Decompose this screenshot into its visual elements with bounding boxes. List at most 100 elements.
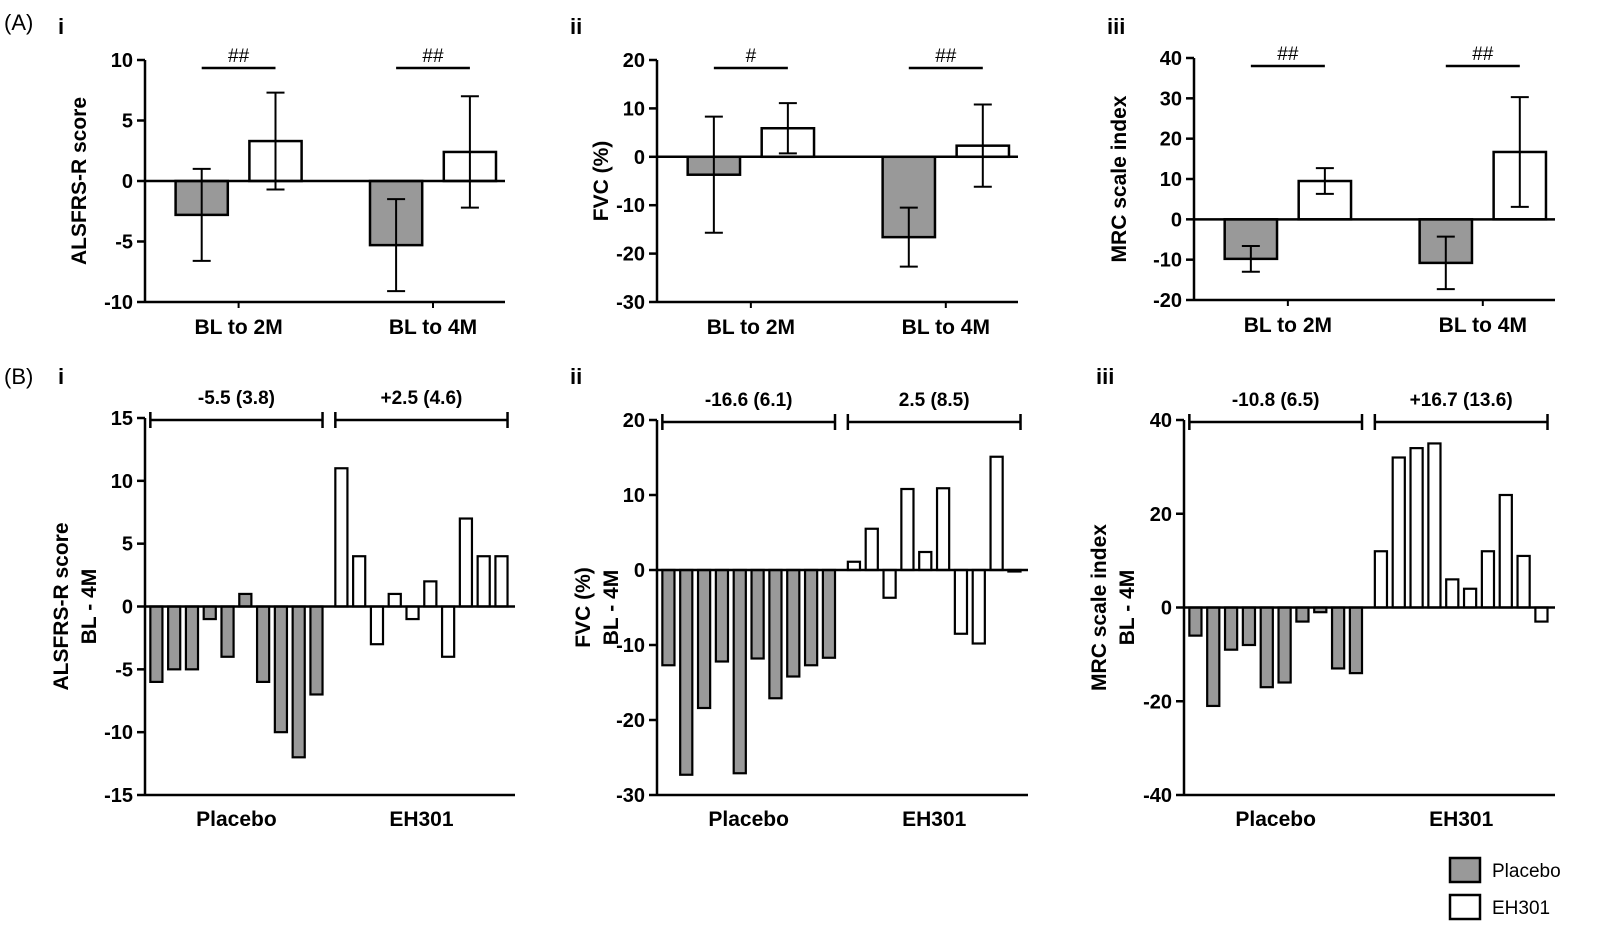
chart-b-i: i -15 -10 -5 0 5 10 15 ALSFRS-R score BL - 4M -5.5… (50, 364, 515, 831)
bar-placebo-patient (238, 592, 253, 608)
significance-marker: ## (228, 46, 250, 67)
bar-placebo-patient (255, 605, 271, 684)
y-tick-label: 0 (122, 597, 133, 619)
bar-eh301-patient (1498, 493, 1513, 609)
y-tick-label: -20 (1143, 691, 1172, 713)
y-tick-label: 20 (623, 50, 645, 72)
y-tick-label: -10 (1153, 250, 1182, 272)
bar-placebo-patient (732, 568, 747, 775)
bar-eh301-patient (352, 555, 367, 608)
bar-eh301-patient (387, 592, 402, 608)
bar-eh301-patient (971, 568, 986, 645)
y-tick-label: -20 (616, 244, 645, 266)
y-tick-label: 10 (111, 471, 133, 493)
bar-eh301-patient (458, 517, 474, 608)
y-tick-label: 5 (122, 534, 133, 556)
y-tick-label: 0 (1171, 209, 1182, 231)
y-tick-label: -20 (1153, 290, 1182, 312)
chart-b-iii: iii -40 -20 0 20 40 MRC scale index BL - 4M -10.… (1088, 364, 1555, 831)
bar-placebo-patient (220, 605, 235, 658)
chart-a-ii: ii -30 -20 -10 0 10 20 FVC (%) # BL to 2M ## BL to … (570, 14, 1018, 339)
legend-label-eh301: EH301 (1492, 898, 1550, 919)
bar-eh301-patient (882, 568, 897, 599)
y-tick-label: 40 (1150, 410, 1172, 432)
bar-eh301-patient (369, 605, 385, 646)
bar-eh301-patient (1480, 550, 1496, 609)
bar-eh301-patient (1409, 447, 1424, 609)
bar-placebo-patient (1295, 606, 1310, 623)
bar-placebo-patient (803, 568, 819, 667)
x-category-label: BL to 4M (1439, 314, 1527, 337)
bar-placebo-patient (679, 568, 694, 776)
bar-placebo-patient (273, 605, 289, 734)
y-tick-label: 10 (623, 485, 645, 507)
bar-placebo-patient (786, 568, 801, 678)
bar-eh301-patient (900, 487, 915, 572)
bar-placebo-patient (1206, 606, 1221, 708)
figure-label-a: (A) (4, 10, 33, 35)
y-tick-label: 0 (122, 171, 133, 193)
bar-eh301-patient (1534, 606, 1549, 623)
group-summary: +2.5 (4.6) (381, 388, 463, 409)
bar-placebo-patient (184, 605, 200, 671)
bar-placebo-patient (309, 605, 324, 696)
bar-eh301-patient (494, 555, 509, 608)
bar-placebo-patient (821, 568, 837, 659)
x-group-label: Placebo (1235, 808, 1316, 831)
panel-number: iii (1096, 364, 1114, 389)
y-tick-label: 20 (1160, 129, 1182, 151)
legend-swatch-placebo (1448, 856, 1482, 884)
bar-eh301-patient (405, 605, 420, 621)
bar-eh301-patient (440, 605, 456, 658)
bar-placebo-patient (696, 568, 712, 710)
group-summary: 2.5 (8.5) (899, 390, 970, 411)
bar-eh301-patient (1391, 456, 1406, 609)
bar-eh301-patient (423, 580, 438, 608)
bar-placebo-patient (1241, 606, 1257, 647)
y-tick-label: -20 (616, 710, 645, 732)
x-group-label: EH301 (902, 808, 967, 831)
y-tick-label: -5 (115, 232, 133, 254)
y-axis-sublabel: BL - 4M (600, 570, 623, 645)
bar-eh301-patient (1462, 587, 1478, 609)
panel-number: i (58, 14, 64, 39)
y-tick-label: 10 (1160, 169, 1182, 191)
bar-eh301-patient (1427, 442, 1442, 609)
y-tick-label: 10 (111, 50, 133, 72)
group-summary: -5.5 (3.8) (198, 388, 275, 409)
chart-b-ii: ii -30 -20 -10 0 10 20 FVC (%) BL - 4M -16.6 (6.1… (570, 364, 1028, 831)
y-tick-label: 40 (1160, 48, 1182, 70)
bar-eh301-patient (1373, 550, 1389, 609)
y-tick-label: 20 (1150, 504, 1172, 526)
y-tick-label: -30 (616, 785, 645, 807)
legend: Placebo EH301 (1448, 856, 1561, 921)
x-group-label: Placebo (708, 808, 789, 831)
bar-eh301-patient (935, 487, 951, 572)
figure-label-b: (B) (4, 364, 33, 389)
chart-a-i: i -10 -5 0 5 10 ALSFRS-R score ## BL to 2M ## BL t… (58, 14, 505, 339)
bar-placebo-patient (1330, 606, 1346, 670)
legend-swatch-eh301 (1448, 893, 1482, 921)
y-tick-label: -15 (104, 785, 133, 807)
bar-placebo-patient (202, 605, 217, 621)
y-tick-label: 20 (623, 410, 645, 432)
y-axis-label: FVC (%) (590, 141, 613, 222)
bar-eh301-patient (918, 550, 933, 572)
bar-eh301-patient (864, 527, 879, 572)
significance-marker: ## (422, 46, 444, 67)
y-tick-label: -40 (1143, 785, 1172, 807)
bar-placebo-patient (1188, 606, 1203, 637)
significance-marker: ## (935, 46, 957, 67)
panel-number: ii (570, 364, 582, 389)
bar-placebo-patient (1277, 606, 1292, 684)
x-category-label: BL to 4M (902, 316, 990, 339)
y-tick-label: 0 (634, 147, 645, 169)
group-summary: +16.7 (13.6) (1410, 390, 1513, 411)
y-axis-sublabel: BL - 4M (1116, 570, 1139, 645)
y-axis-label: MRC scale index (1088, 524, 1111, 691)
y-tick-label: -10 (616, 195, 645, 217)
bar-placebo-patient (768, 568, 783, 700)
y-axis-label: FVC (%) (572, 567, 595, 648)
y-tick-label: 30 (1160, 88, 1182, 110)
